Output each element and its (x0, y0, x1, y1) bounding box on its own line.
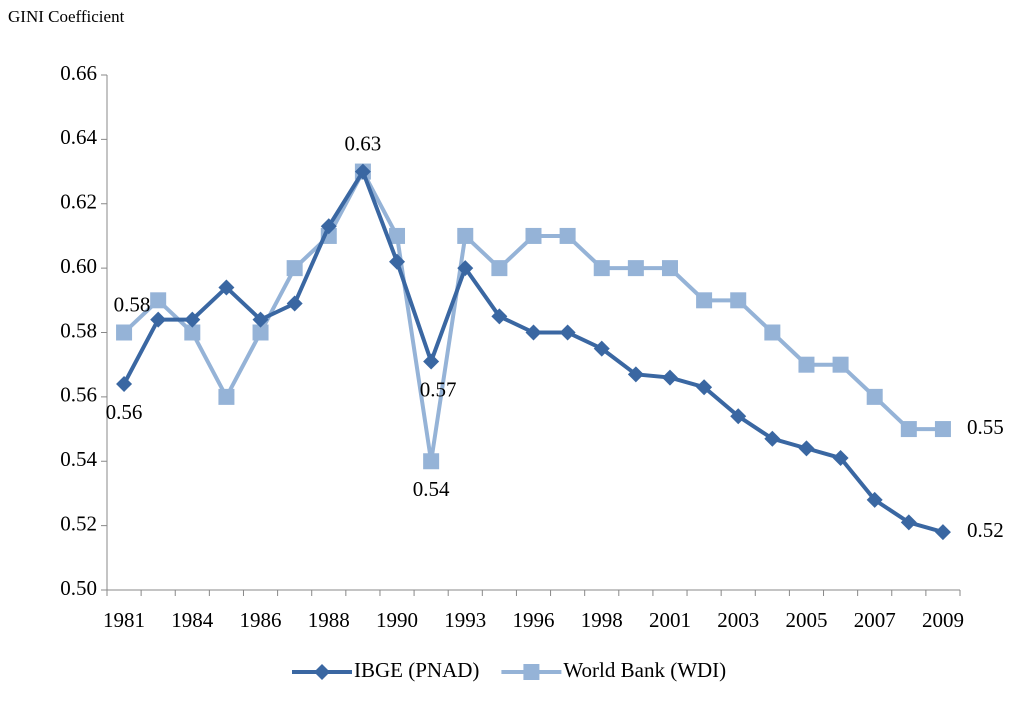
y-tick-label: 0.64 (60, 125, 97, 149)
legend-label: IBGE (PNAD) (354, 658, 479, 682)
data-label: 0.54 (413, 477, 450, 501)
marker (832, 450, 849, 467)
y-tick-label: 0.62 (60, 190, 97, 214)
marker (184, 324, 201, 341)
series (116, 163, 951, 541)
marker (900, 514, 917, 531)
marker (866, 491, 883, 508)
x-tick-label: 2007 (854, 608, 896, 632)
marker (764, 324, 781, 341)
line (122, 167, 943, 462)
data-label: 0.63 (345, 131, 382, 155)
marker (389, 253, 406, 270)
x-tick-label: 1988 (308, 608, 350, 632)
marker (252, 311, 269, 328)
marker (559, 324, 576, 341)
marker (627, 366, 644, 383)
marker (593, 340, 610, 357)
marker (730, 292, 747, 309)
marker (900, 421, 917, 438)
marker (832, 356, 849, 373)
marker (934, 524, 951, 541)
x-tick-label: 1996 (513, 608, 555, 632)
data-label: 0.58 (114, 292, 151, 316)
data-label: 0.57 (420, 377, 457, 401)
y-axis-title: GINI Coefficient (8, 7, 125, 26)
marker (559, 227, 576, 244)
marker (252, 324, 269, 341)
marker (286, 295, 303, 312)
marker (593, 260, 610, 277)
marker (764, 430, 781, 447)
marker (934, 421, 951, 438)
x-tick-label: 1981 (103, 608, 145, 632)
y-tick-label: 0.56 (60, 383, 97, 407)
x-tick-label: 2005 (785, 608, 827, 632)
marker (866, 388, 883, 405)
marker (184, 311, 201, 328)
marker (150, 311, 167, 328)
marker (423, 453, 440, 470)
marker (525, 324, 542, 341)
marker (525, 227, 542, 244)
x-tick-label: 2001 (649, 608, 691, 632)
x-tick-label: 1993 (444, 608, 486, 632)
marker (627, 260, 644, 277)
y-tick-label: 0.54 (60, 447, 97, 471)
marker (696, 379, 713, 396)
marker (661, 260, 678, 277)
y-tick-label: 0.60 (60, 254, 97, 278)
x-tick-label: 1998 (581, 608, 623, 632)
y-tick-label: 0.52 (60, 511, 97, 535)
legend-label: World Bank (WDI) (563, 658, 726, 682)
marker (798, 356, 815, 373)
y-tick-label: 0.50 (60, 576, 97, 600)
marker (218, 388, 235, 405)
marker (354, 163, 371, 180)
y-tick-label: 0.58 (60, 318, 97, 342)
marker (286, 260, 303, 277)
marker (491, 308, 508, 325)
x-tick-label: 1986 (240, 608, 282, 632)
marker (314, 664, 330, 680)
data-label: 0.52 (967, 518, 1004, 542)
marker (423, 353, 440, 370)
marker (218, 279, 235, 296)
marker (457, 260, 474, 277)
series (116, 163, 951, 470)
marker (320, 218, 337, 235)
x-tick-label: 2009 (922, 608, 964, 632)
marker (491, 260, 508, 277)
marker (661, 369, 678, 386)
x-tick-label: 1990 (376, 608, 418, 632)
data-label: 0.56 (106, 400, 143, 424)
marker (116, 324, 133, 341)
marker (389, 227, 406, 244)
marker (798, 440, 815, 457)
marker (457, 227, 474, 244)
marker (150, 292, 167, 309)
marker (116, 376, 133, 392)
data-label: 0.55 (967, 415, 1004, 439)
x-tick-label: 2003 (717, 608, 759, 632)
line (122, 167, 944, 534)
marker (730, 408, 747, 425)
marker (696, 292, 713, 309)
y-tick-label: 0.66 (60, 61, 97, 85)
x-tick-label: 1984 (171, 608, 214, 632)
marker (523, 664, 540, 680)
